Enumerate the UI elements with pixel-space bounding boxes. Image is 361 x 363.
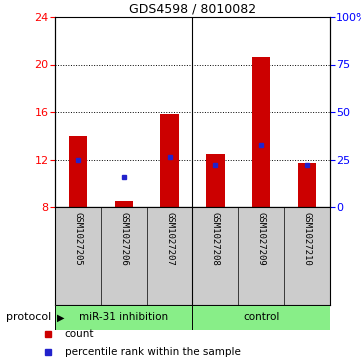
- Title: GDS4598 / 8010082: GDS4598 / 8010082: [129, 3, 256, 16]
- Text: percentile rank within the sample: percentile rank within the sample: [65, 347, 240, 357]
- Text: GSM1027206: GSM1027206: [119, 212, 128, 266]
- Text: GSM1027207: GSM1027207: [165, 212, 174, 266]
- Text: count: count: [65, 329, 94, 339]
- Text: GSM1027205: GSM1027205: [73, 212, 82, 266]
- Bar: [298, 163, 316, 207]
- Bar: [160, 114, 179, 207]
- Text: miR-31 inhibition: miR-31 inhibition: [79, 313, 168, 322]
- Bar: [114, 201, 133, 207]
- Text: control: control: [243, 313, 279, 322]
- Text: GSM1027208: GSM1027208: [211, 212, 220, 266]
- Text: GSM1027210: GSM1027210: [303, 212, 312, 266]
- Text: protocol: protocol: [6, 313, 51, 322]
- Bar: [69, 136, 87, 207]
- Bar: [192, 305, 330, 330]
- Text: GSM1027209: GSM1027209: [257, 212, 266, 266]
- Bar: [206, 154, 225, 207]
- Bar: [55, 305, 192, 330]
- Text: ▶: ▶: [57, 313, 64, 322]
- Bar: [252, 57, 270, 207]
